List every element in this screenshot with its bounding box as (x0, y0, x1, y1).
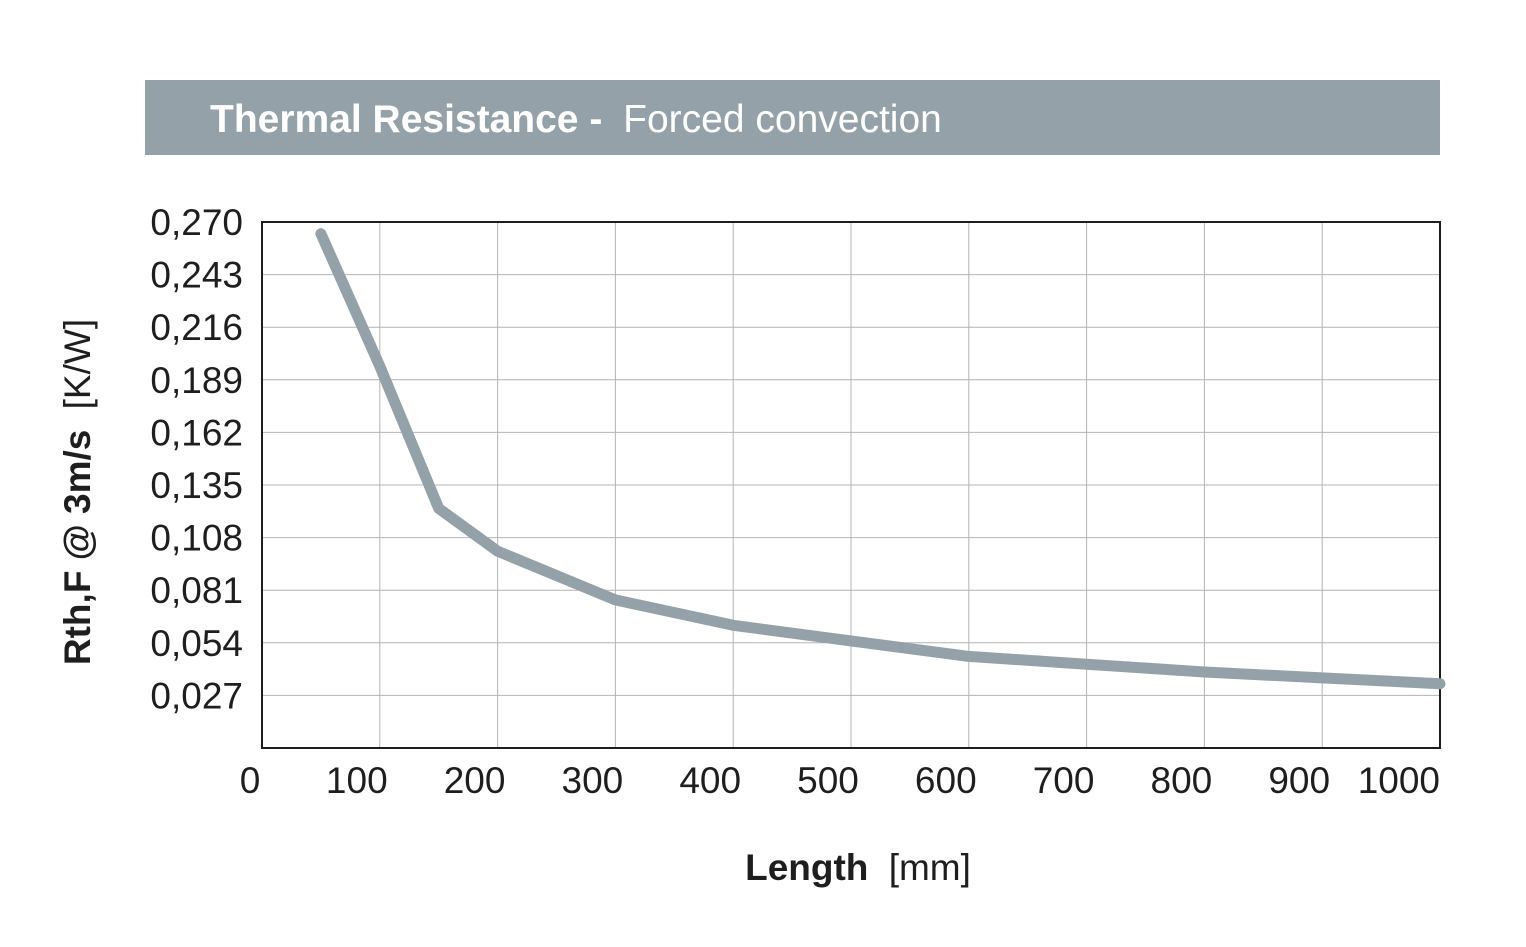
x-tick-label: 400 (679, 760, 741, 801)
chart-title-text: Thermal Resistance - Forced convection (210, 98, 942, 141)
y-axis-ticks: 0,027 0,054 0,081 0,108 0,135 0,162 0,189 0,216… (150, 202, 243, 716)
y-tick-label: 0,216 (150, 307, 243, 348)
x-axis-label: Length (745, 847, 868, 888)
x-tick-label: 500 (797, 760, 859, 801)
grid (262, 222, 1440, 748)
chart-title: Thermal Resistance - (210, 98, 602, 141)
y-tick-label: 0,270 (150, 202, 243, 243)
y-tick-label: 0,189 (150, 360, 243, 401)
x-tick-label: 0 (240, 760, 261, 801)
x-tick-label: 100 (326, 760, 388, 801)
x-axis-unit: [mm] (889, 847, 971, 888)
x-tick-label: 1000 (1358, 760, 1440, 801)
y-tick-label: 0,243 (150, 255, 243, 296)
x-axis-title: Length [mm] (745, 847, 971, 888)
x-axis-ticks: 0 100 200 300 400 500 600 700 800 900 1000 (240, 760, 1440, 801)
series-line (315, 228, 1446, 690)
plot-area-frame (261, 221, 1441, 749)
y-axis-label: Rth,F @ 3m/s (57, 430, 98, 666)
y-tick-label: 0,027 (150, 675, 243, 716)
x-tick-label: 200 (444, 760, 506, 801)
chart-subtitle: Forced convection (623, 98, 942, 141)
x-tick-label: 300 (562, 760, 624, 801)
series-layer (315, 228, 1446, 690)
x-tick-label: 800 (1151, 760, 1213, 801)
title-bar (145, 80, 1440, 155)
y-tick-label: 0,054 (150, 623, 243, 664)
y-tick-label: 0,108 (150, 518, 243, 559)
y-tick-label: 0,081 (150, 570, 243, 611)
y-tick-label: 0,135 (150, 465, 243, 506)
y-tick-label: 0,162 (150, 412, 243, 453)
y-axis-unit: [K/W] (57, 319, 98, 409)
x-tick-label: 600 (915, 760, 977, 801)
x-tick-label: 700 (1033, 760, 1095, 801)
y-axis-title: Rth,F @ 3m/s [K/W] (57, 319, 98, 665)
x-tick-label: 900 (1268, 760, 1330, 801)
